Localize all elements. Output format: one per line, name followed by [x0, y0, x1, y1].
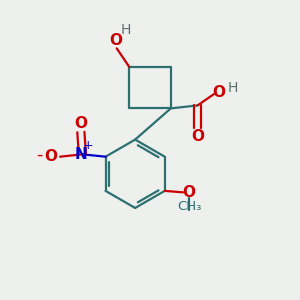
Text: O: O: [191, 128, 204, 143]
Text: +: +: [82, 140, 93, 152]
Text: N: N: [74, 147, 87, 162]
Text: O: O: [110, 33, 123, 48]
Text: O: O: [74, 116, 87, 131]
Text: O: O: [212, 85, 226, 100]
Text: -: -: [36, 146, 43, 164]
Text: O: O: [183, 185, 196, 200]
Text: H: H: [228, 81, 238, 94]
Text: O: O: [45, 149, 58, 164]
Text: H: H: [120, 23, 131, 37]
Text: CH₃: CH₃: [177, 200, 201, 213]
